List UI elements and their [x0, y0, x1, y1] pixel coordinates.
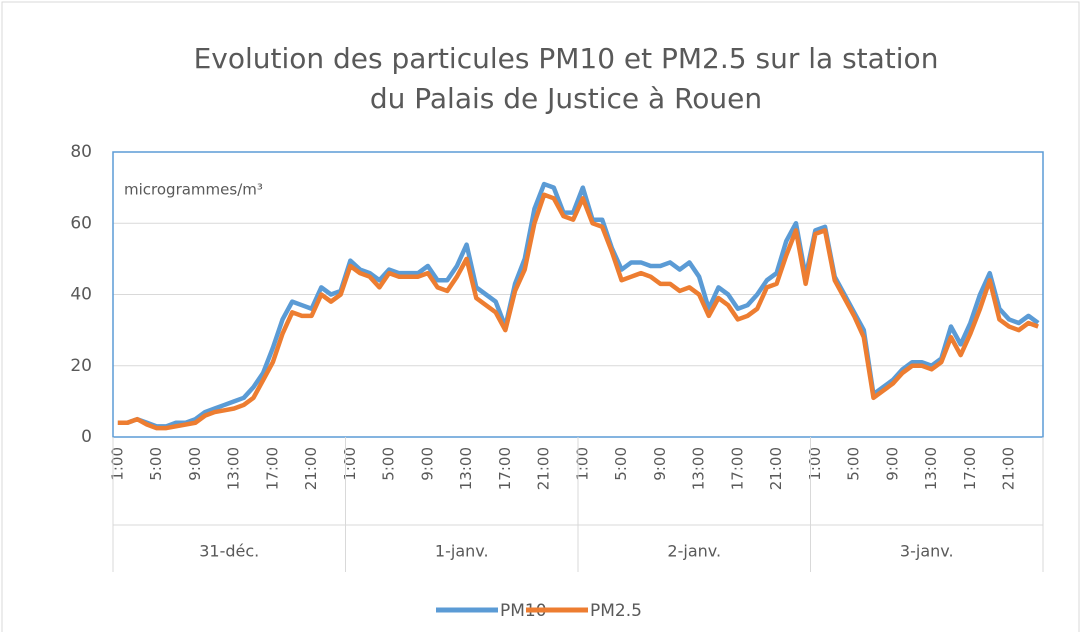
- chart-title: Evolution des particules PM10 et PM2.5 s…: [194, 42, 939, 75]
- x-tick-label: 5:00: [845, 447, 863, 481]
- y-tick-label: 20: [70, 356, 92, 376]
- annotation: microgrammes/m³: [124, 181, 263, 199]
- x-tick-label: 1:00: [341, 447, 359, 481]
- x-tick-label: 9:00: [883, 447, 901, 481]
- x-tick-label: 5:00: [147, 447, 165, 481]
- x-tick-label: 21:00: [767, 447, 785, 490]
- y-tick-label: 60: [70, 213, 92, 233]
- x-tick-label: 21:00: [1000, 447, 1018, 490]
- group-label: 3-janv.: [900, 542, 954, 561]
- x-tick-label: 13:00: [225, 447, 243, 490]
- group-label: 31-déc.: [199, 542, 259, 561]
- group-label: 2-janv.: [667, 542, 721, 561]
- x-tick-label: 1:00: [108, 447, 126, 481]
- x-tick-label: 21:00: [302, 447, 320, 490]
- x-tick-label: 13:00: [690, 447, 708, 490]
- x-tick-label: 17:00: [728, 447, 746, 490]
- x-tick-label: 5:00: [380, 447, 398, 481]
- x-tick-label: 13:00: [922, 447, 940, 490]
- x-tick-label: 17:00: [961, 447, 979, 490]
- y-tick-label: 0: [81, 427, 92, 447]
- legend-label: PM10: [500, 601, 547, 621]
- y-tick-label: 40: [70, 285, 92, 305]
- x-tick-label: 13:00: [457, 447, 475, 490]
- x-tick-label: 1:00: [806, 447, 824, 481]
- line-series: [117, 181, 1040, 429]
- x-tick-label: 17:00: [263, 447, 281, 490]
- x-tick-label: 9:00: [186, 447, 204, 481]
- legend-label: PM2.5: [590, 601, 642, 621]
- x-tick-label: 1:00: [573, 447, 591, 481]
- x-tick-label: 17:00: [496, 447, 514, 490]
- group-label: 1-janv.: [435, 542, 489, 561]
- y-tick-label: 80: [70, 142, 92, 162]
- x-tick-label: 9:00: [418, 447, 436, 481]
- x-tick-label: 21:00: [535, 447, 553, 490]
- line-series: [117, 192, 1039, 431]
- chart-title: du Palais de Justice à Rouen: [370, 82, 762, 115]
- x-tick-label: 9:00: [651, 447, 669, 481]
- x-tick-label: 5:00: [612, 447, 630, 481]
